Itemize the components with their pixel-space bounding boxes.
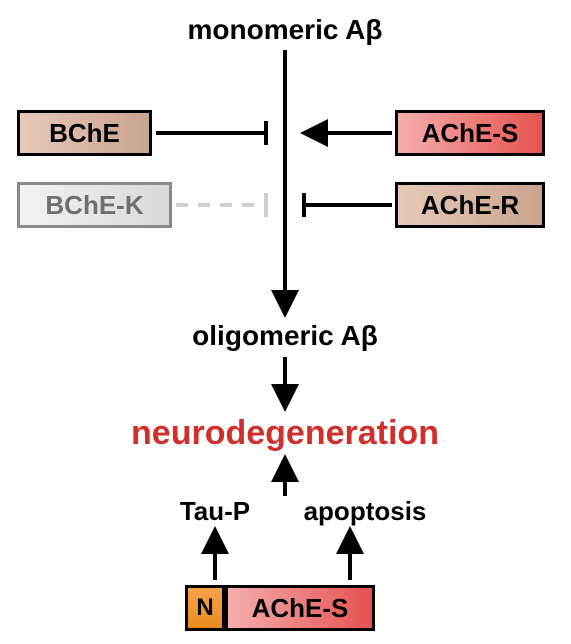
label-apoptosis: apoptosis (295, 496, 435, 527)
label-monomeric: monomeric Aβ (180, 14, 390, 46)
label-monomeric-text: monomeric Aβ (188, 14, 383, 45)
box-bche-text: BChE (49, 118, 120, 149)
label-tau-p: Tau-P (170, 496, 260, 527)
box-ache-s-bottom: AChE-S (225, 585, 375, 631)
box-bche-k: BChE-K (17, 182, 172, 228)
label-neurodegeneration: neurodegeneration (100, 414, 470, 453)
box-n: N (185, 585, 225, 631)
box-ache-s-text: AChE-S (422, 118, 519, 149)
box-bche-k-text: BChE-K (45, 190, 143, 221)
diagram-stage: monomeric Aβ oligomeric Aβ neurodegenera… (0, 0, 571, 644)
box-ache-r-text: AChE-R (421, 190, 519, 221)
label-apoptosis-text: apoptosis (304, 496, 427, 526)
label-oligomeric: oligomeric Aβ (190, 320, 380, 352)
box-ache-r: AChE-R (395, 182, 545, 228)
box-bche: BChE (17, 110, 152, 156)
label-tau-p-text: Tau-P (180, 496, 250, 526)
label-neurodegeneration-text: neurodegeneration (131, 414, 439, 452)
box-n-text: N (196, 594, 213, 622)
box-ache-s-bottom-text: AChE-S (252, 593, 349, 624)
label-oligomeric-text: oligomeric Aβ (192, 320, 378, 351)
box-ache-s: AChE-S (395, 110, 545, 156)
